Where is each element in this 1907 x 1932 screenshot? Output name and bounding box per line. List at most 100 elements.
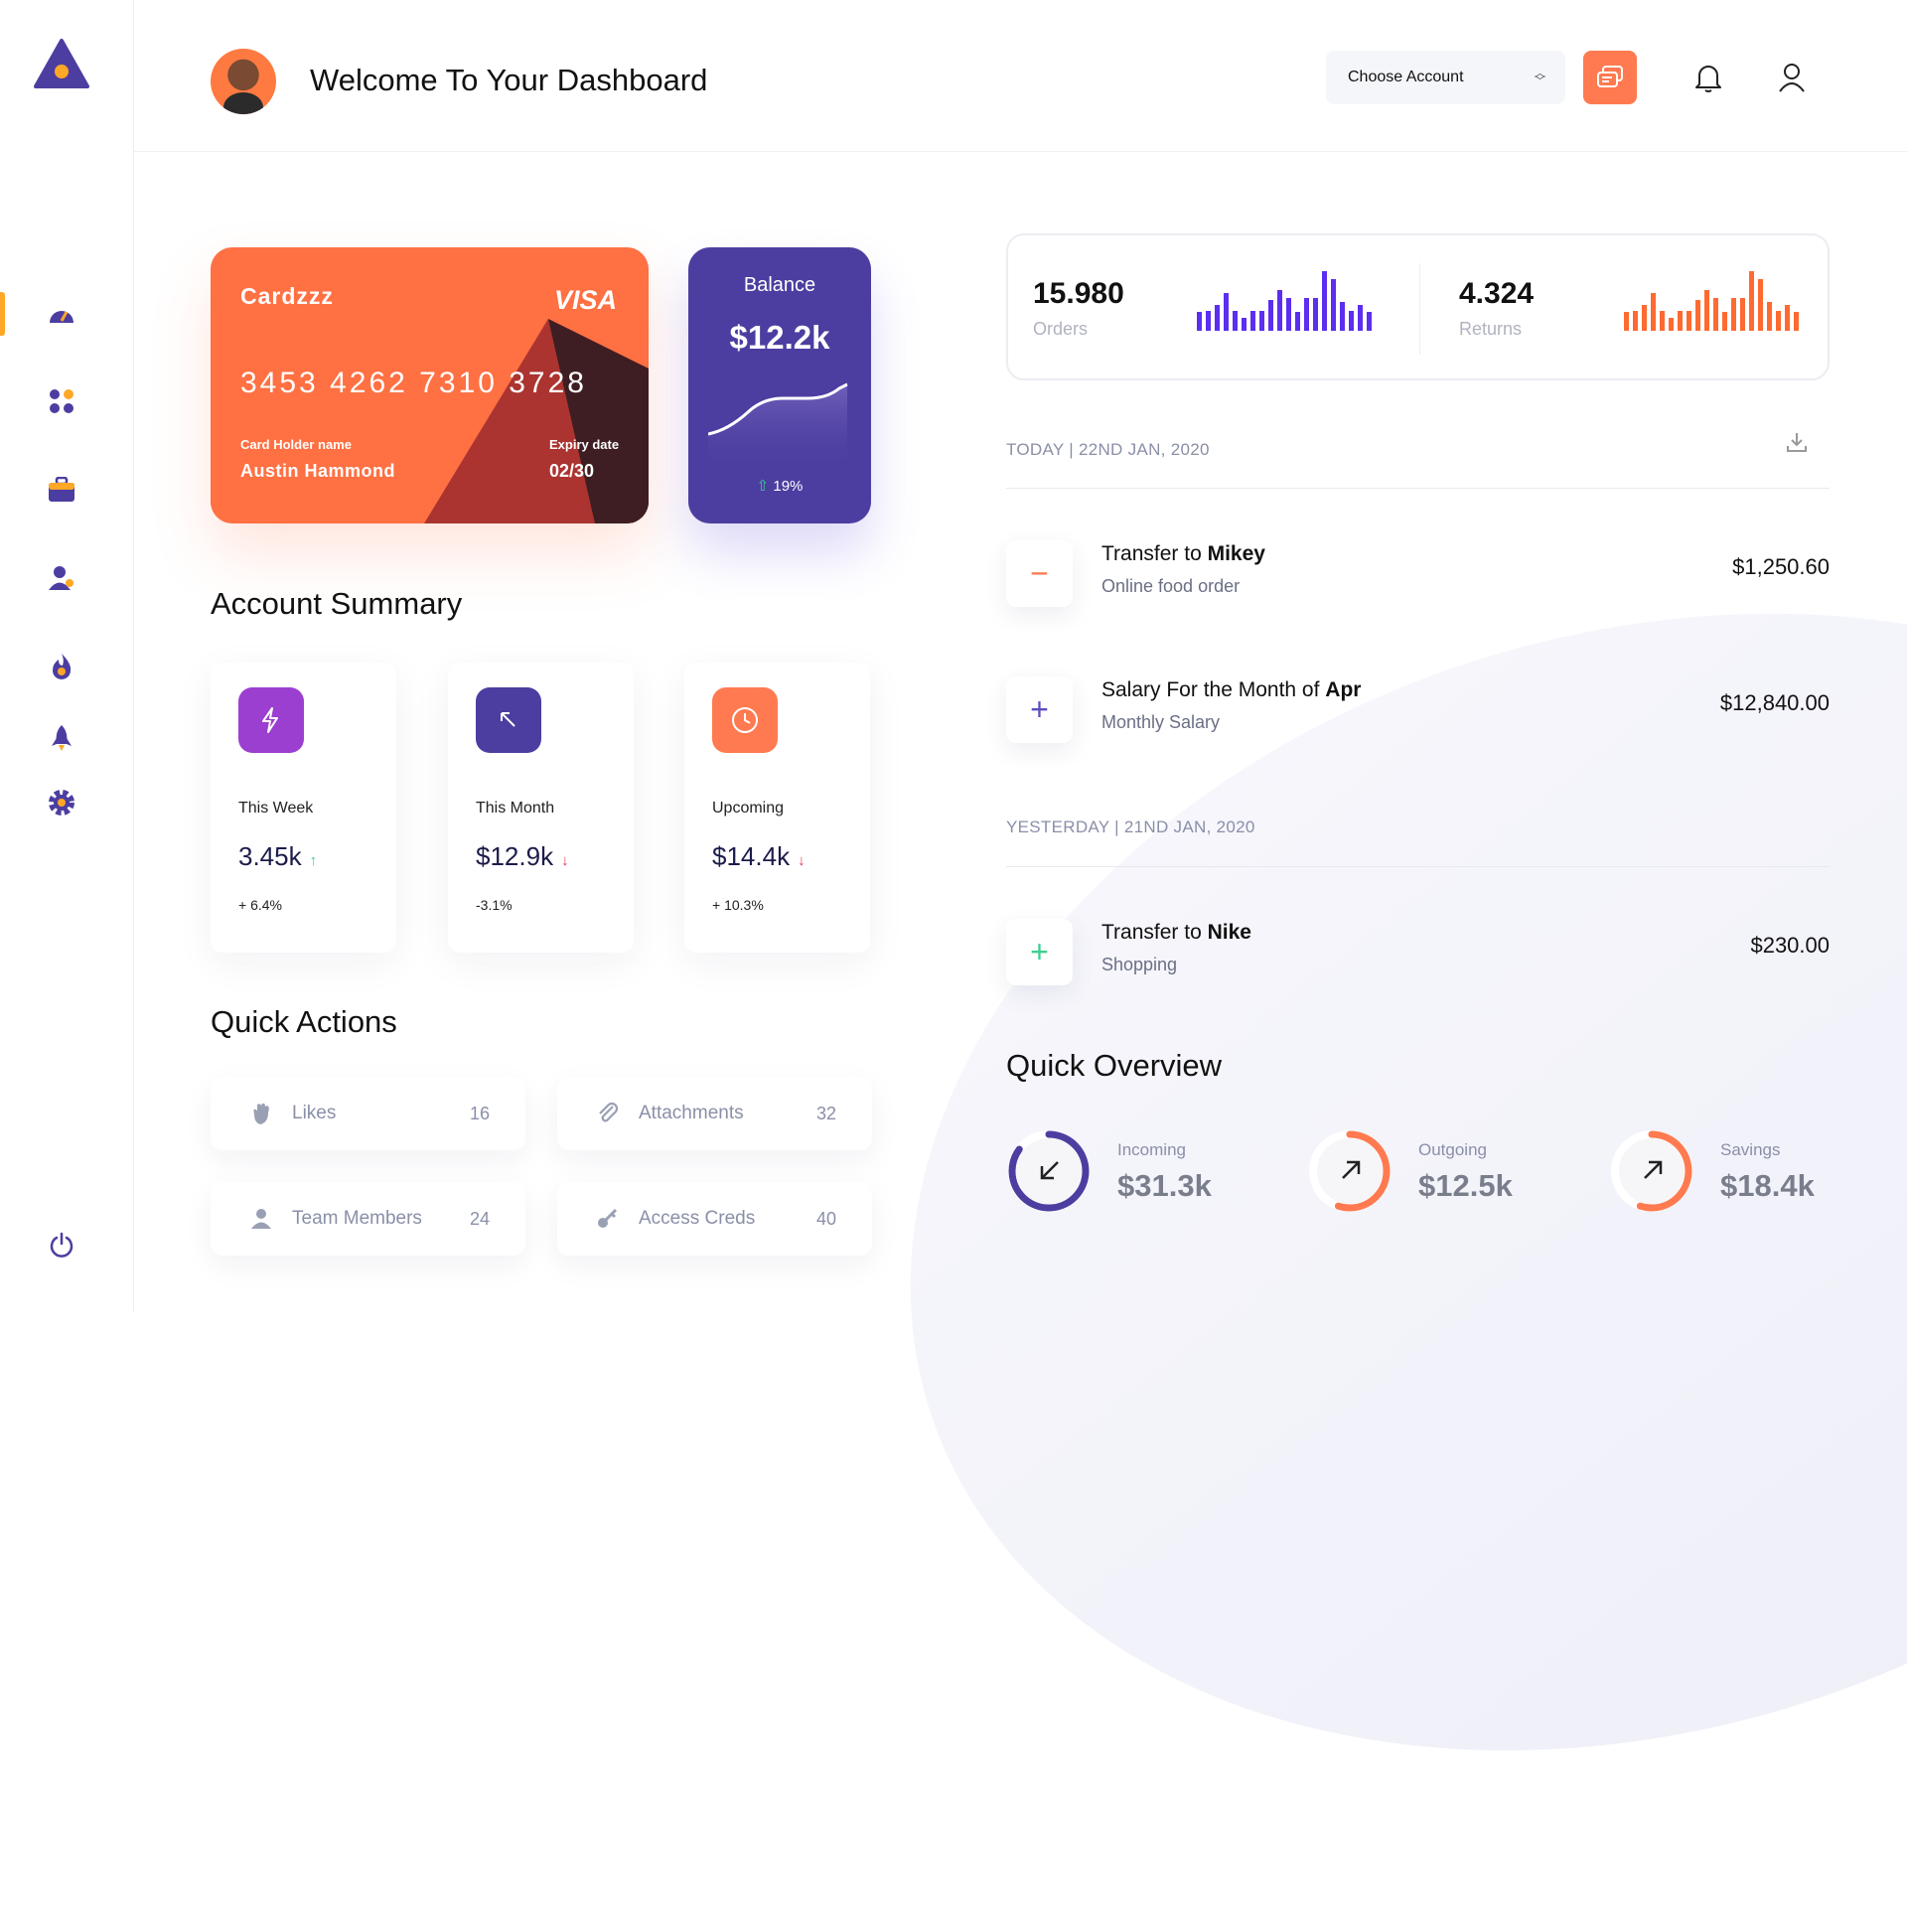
notifications-button[interactable] <box>1692 62 1724 98</box>
quick-action-item[interactable]: Team Members 24 <box>211 1182 525 1256</box>
bar <box>1722 312 1727 331</box>
summary-value: $14.4k ↓ <box>712 841 806 871</box>
progress-ring <box>1611 1130 1692 1212</box>
quick-actions-title: Quick Actions <box>211 1004 397 1039</box>
messages-button[interactable] <box>1583 51 1637 104</box>
bar <box>1358 305 1363 331</box>
bar <box>1794 312 1799 331</box>
sidebar-item-apps[interactable] <box>44 383 79 419</box>
bar <box>1651 292 1656 331</box>
progress-ring <box>1008 1130 1090 1212</box>
bar <box>1277 289 1282 331</box>
bar <box>1687 310 1691 331</box>
balance-change: ⇧ 19% <box>756 478 804 495</box>
expiry-label: Expiry date <box>549 437 620 452</box>
summary-icon-box <box>476 687 541 753</box>
summary-card[interactable]: This Month $12.9k ↓ -3.1% <box>448 663 634 953</box>
returns-bar-chart <box>1624 271 1799 331</box>
key-icon <box>598 1208 618 1228</box>
bar <box>1642 305 1647 331</box>
balance-sparkline <box>708 382 848 472</box>
summary-change: + 6.4% <box>238 897 282 913</box>
avatar[interactable] <box>211 49 276 114</box>
chat-icon <box>1597 66 1623 87</box>
returns-value: 4.324 <box>1459 277 1535 310</box>
card-number: 3453 4262 7310 3728 <box>240 367 587 399</box>
transaction-amount: $1,250.60 <box>1732 554 1830 579</box>
bar <box>1224 292 1229 331</box>
summary-value: 3.45k ↑ <box>238 841 318 871</box>
bar <box>1624 312 1629 331</box>
sidebar-item-settings[interactable] <box>44 785 79 820</box>
bar <box>1349 310 1354 331</box>
bar <box>1268 299 1273 331</box>
sidebar-item-trending[interactable] <box>44 648 79 683</box>
summary-label: This Week <box>238 800 314 817</box>
logout-button[interactable] <box>44 1227 79 1263</box>
bar <box>1633 310 1638 331</box>
plus-icon: + <box>1006 919 1073 985</box>
transaction-title: Transfer to Nike <box>1101 921 1251 944</box>
divider <box>1006 866 1830 867</box>
plus-icon: + <box>1006 676 1073 743</box>
divider <box>1006 488 1830 489</box>
transaction-row[interactable]: + Transfer to Nike Shopping $230.00 <box>1006 919 1830 988</box>
bar <box>1776 310 1781 331</box>
orders-bar-chart <box>1197 271 1372 331</box>
transaction-row[interactable]: + Salary For the Month of Apr Monthly Sa… <box>1006 676 1830 746</box>
balance-label: Balance <box>743 274 816 296</box>
quick-action-label: Likes <box>292 1103 337 1123</box>
sidebar-item-dashboard[interactable] <box>44 296 79 332</box>
logo-icon <box>34 39 89 88</box>
sidebar-item-launch[interactable] <box>44 720 79 756</box>
overview-value: $12.5k <box>1418 1168 1513 1203</box>
quick-action-count: 24 <box>469 1208 490 1229</box>
card-brand: Cardzzz <box>240 283 334 309</box>
bar <box>1331 279 1336 331</box>
transaction-subtitle: Online food order <box>1101 576 1241 596</box>
quick-action-count: 32 <box>815 1103 836 1123</box>
sidebar-item-users[interactable] <box>44 560 79 596</box>
summary-card[interactable]: This Week 3.45k ↑ + 6.4% <box>211 663 396 953</box>
card-pattern <box>424 319 649 523</box>
quick-action-item[interactable]: Likes 16 <box>211 1077 525 1150</box>
bar <box>1367 312 1372 331</box>
bar <box>1758 279 1763 331</box>
transaction-subtitle: Monthly Salary <box>1101 712 1221 732</box>
visa-logo: VISA <box>554 285 618 315</box>
profile-button[interactable] <box>1776 62 1808 98</box>
arrow-up-icon: ⇧ <box>756 478 770 495</box>
grid-icon <box>50 389 73 413</box>
arrow-diagonal-icon <box>501 712 515 727</box>
sidebar-item-portfolio[interactable] <box>44 472 79 508</box>
summary-value: $12.9k ↓ <box>476 841 569 871</box>
overview-value: $18.4k <box>1720 1168 1815 1203</box>
download-button[interactable] <box>1772 422 1822 462</box>
quick-action-label: Team Members <box>292 1208 422 1229</box>
quick-action-item[interactable]: Attachments 32 <box>557 1077 872 1150</box>
bar <box>1295 312 1300 331</box>
balance-card[interactable]: Balance $12.2k ⇧ 19% <box>688 247 871 523</box>
minus-icon: − <box>1006 540 1073 607</box>
credit-card[interactable]: Cardzzz VISA 3453 4262 7310 3728 Card Ho… <box>211 247 649 523</box>
lightning-icon <box>262 707 278 733</box>
quick-action-item[interactable]: Access Creds 40 <box>557 1182 872 1256</box>
account-select[interactable]: Choose Account ︿ ﹀ <box>1326 51 1565 104</box>
arrow-up-icon: ↑ <box>309 852 318 869</box>
overview-label: Outgoing <box>1418 1140 1487 1159</box>
transaction-title: Transfer to Mikey <box>1101 542 1265 565</box>
sidebar <box>0 0 134 1311</box>
stats-panel: 15.980 Orders 4.324 Returns <box>1006 233 1830 380</box>
user-icon <box>251 1209 271 1229</box>
bar <box>1197 312 1202 331</box>
bar <box>1242 318 1247 331</box>
transaction-row[interactable]: − Transfer to Mikey Online food order $1… <box>1006 540 1830 610</box>
summary-card[interactable]: Upcoming $14.4k ↓ + 10.3% <box>684 663 870 953</box>
bar <box>1313 298 1318 331</box>
summary-change: -3.1% <box>476 897 513 913</box>
summary-label: This Month <box>476 800 555 817</box>
paperclip-icon <box>599 1102 619 1122</box>
bar <box>1695 299 1700 331</box>
bar <box>1215 305 1220 331</box>
arrow-up-right-icon <box>1644 1160 1663 1179</box>
